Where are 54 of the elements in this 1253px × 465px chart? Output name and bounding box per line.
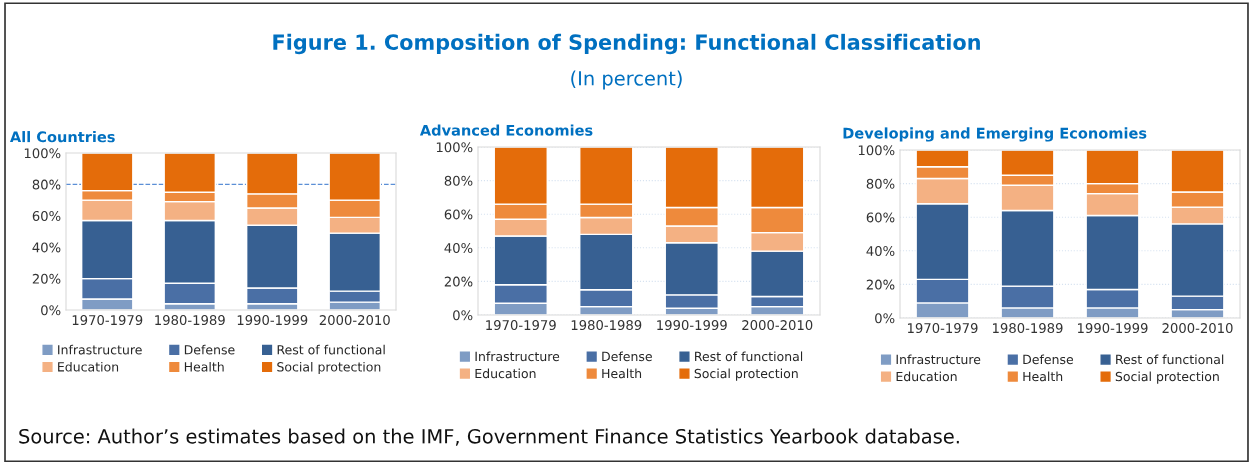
y-tick-label: 80% xyxy=(444,175,473,186)
source-note: Source: Author’s estimates based on the IMF, Government Finance Statistics Yearbook database. xyxy=(19,428,959,446)
chart-title: All Countries xyxy=(9,131,115,143)
legend-label: Infrastructure xyxy=(896,354,981,365)
legend-label: Rest of functional xyxy=(1116,354,1224,365)
legend-label: Defense xyxy=(184,344,235,355)
legend-label: Health xyxy=(602,368,642,379)
legend-label: Social protection xyxy=(1115,371,1219,384)
chart-title: Developing and Emerging Economies xyxy=(843,127,1147,142)
x-tick-label: 1980-1989 xyxy=(155,315,225,326)
legend-label: Defense xyxy=(602,351,652,362)
legend-label: Social protection xyxy=(277,361,381,374)
legend-label: Health xyxy=(1023,371,1063,382)
y-tick-label: 100% xyxy=(436,142,473,153)
x-tick-label: 1980-1989 xyxy=(571,320,642,331)
text: (In percent) xyxy=(571,70,682,90)
legend-label: Rest of functional xyxy=(695,351,803,362)
x-tick-label: 1990-1999 xyxy=(657,320,727,331)
y-tick-label: 100% xyxy=(24,148,61,159)
y-tick-label: 20% xyxy=(444,276,473,287)
caption: Figure 1. Composition of Spending: Functional Classification xyxy=(273,33,980,55)
x-tick-label: 1980-1989 xyxy=(992,323,1063,334)
y-tick-label: 60% xyxy=(866,212,895,223)
x-tick-label: 2000-2010 xyxy=(1162,323,1233,334)
legend-label: Education xyxy=(58,361,119,372)
y-tick-label: 40% xyxy=(444,243,473,253)
x-tick-label: 2000-2010 xyxy=(742,320,813,331)
y-tick-label: 20% xyxy=(32,273,61,284)
y-tick-label: 20% xyxy=(866,279,895,290)
x-tick-label: 1990-1999 xyxy=(237,315,308,326)
chart-title: Advanced Economies xyxy=(419,124,593,136)
y-tick-label: 40% xyxy=(32,242,61,253)
x-tick-label: 1970-1979 xyxy=(486,320,556,331)
legend-label: Infrastructure xyxy=(58,344,142,355)
y-tick-label: 60% xyxy=(444,209,473,220)
legend-label: Education xyxy=(896,371,957,382)
x-tick-label: 1990-1999 xyxy=(1077,323,1148,334)
x-tick-label: 1970-1979 xyxy=(72,315,143,326)
y-tick-label: 0% xyxy=(453,310,473,321)
x-tick-label: 2000-2010 xyxy=(319,315,390,326)
legend-label: Education xyxy=(475,368,536,379)
y-tick-label: 60% xyxy=(32,211,61,221)
legend-label: Health xyxy=(184,361,224,372)
y-tick-label: 0% xyxy=(41,305,61,316)
legend-label: Rest of functional xyxy=(277,344,385,355)
y-tick-label: 0% xyxy=(875,313,895,324)
legend-label: Defense xyxy=(1023,354,1074,365)
y-tick-label: 80% xyxy=(866,178,895,189)
y-tick-label: 80% xyxy=(32,179,61,190)
legend-label: Infrastructure xyxy=(475,351,560,362)
legend-label: Social protection xyxy=(694,368,798,381)
y-tick-label: 40% xyxy=(866,246,895,256)
y-tick-label: 100% xyxy=(858,145,895,156)
x-tick-label: 1970-1979 xyxy=(907,323,978,334)
